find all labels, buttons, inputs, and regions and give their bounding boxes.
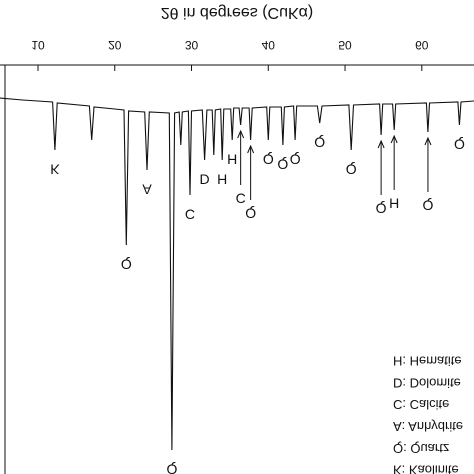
x-tick-label: 50 xyxy=(338,38,352,52)
annotation-label: C xyxy=(236,190,246,206)
annotation-label: Q xyxy=(277,156,288,172)
legend-entry: C: Calcite xyxy=(393,397,449,412)
annotation-label: Q xyxy=(290,151,301,167)
annotation-label: H xyxy=(389,195,399,211)
annotation-label: Q xyxy=(245,205,256,221)
annotation-label: Q xyxy=(121,256,132,272)
x-tick-label: 40 xyxy=(262,38,276,52)
legend-entry: D: Dolomite xyxy=(393,375,461,390)
spectrum-line xyxy=(0,97,474,451)
x-tick-label: 10 xyxy=(31,38,45,52)
legend-entry: H: Hematite xyxy=(393,354,462,369)
x-tick-label: 30 xyxy=(185,38,199,52)
legend-entry: A: Anhydrite xyxy=(393,419,463,434)
annotation-label: Q xyxy=(376,200,387,216)
annotation-label: Q xyxy=(422,197,433,213)
annotation-label: Q xyxy=(346,161,357,177)
annotation-label: K xyxy=(50,161,60,177)
x-tick-label: 60 xyxy=(415,38,429,52)
annotation-label: Q xyxy=(454,136,465,152)
arrow-head xyxy=(237,129,245,139)
axis-title: 2θ in degrees (CuKα) xyxy=(161,4,313,21)
legend-entry: K: Kaolinite xyxy=(393,463,459,474)
annotation-label: Q xyxy=(263,151,274,167)
annotation-label: Q xyxy=(314,134,325,150)
annotation-label: H xyxy=(217,171,227,187)
annotation-label: H xyxy=(227,151,237,167)
annotation-label: C xyxy=(185,206,195,222)
arrow-head xyxy=(390,134,398,144)
arrow-head xyxy=(424,136,432,146)
annotation-label: D xyxy=(200,171,210,187)
x-tick-label: 20 xyxy=(108,38,122,52)
legend-entry: Q: Quartz xyxy=(393,441,449,456)
arrow-head xyxy=(377,139,385,149)
annotation-label: A xyxy=(142,181,152,197)
annotation-label: Q xyxy=(166,461,177,474)
arrow-head xyxy=(247,144,255,154)
